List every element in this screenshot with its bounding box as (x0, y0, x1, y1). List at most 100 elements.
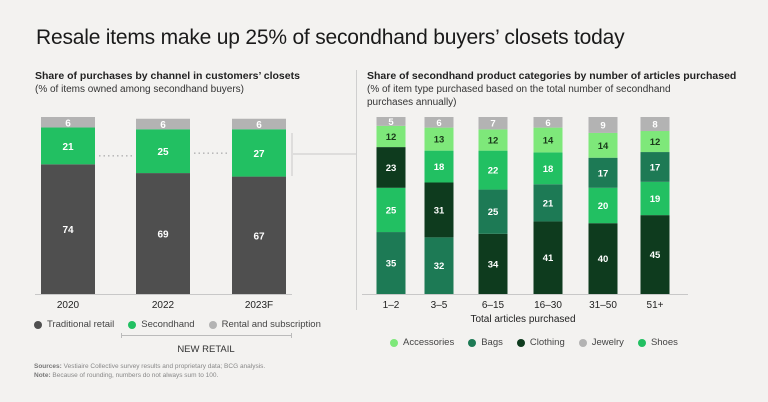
legend-item: Rental and subscription (208, 319, 321, 330)
data-label: 40 (598, 254, 609, 265)
data-label: 7 (490, 119, 495, 130)
legend-swatch (516, 338, 525, 347)
x-tick-label: 6–15 (482, 300, 505, 311)
bar-segment-clothing (588, 223, 618, 294)
data-label: 6 (545, 118, 550, 129)
bar-segment-traditional-retail (232, 176, 286, 294)
legend-item: Jewelry (578, 337, 624, 348)
data-label: 31 (434, 205, 445, 216)
bar-segment-bags (424, 237, 454, 294)
bar-segment-accessories (640, 131, 670, 153)
panel-divider (356, 70, 357, 310)
legend-label: Bags (481, 337, 503, 348)
data-label: 14 (543, 136, 554, 147)
bar-segment-rental-and-subscription (136, 118, 190, 130)
legend-label: Secondhand (141, 319, 195, 330)
bar-segment-accessories (478, 129, 508, 151)
bar-segment-shoes (478, 150, 508, 190)
new-retail-bracket: NEW RETAIL (121, 333, 292, 355)
right-chart-subheading-line2: purchases annually) (367, 97, 457, 108)
bar-segment-traditional-retail (136, 173, 190, 294)
bar-segment-clothing (478, 233, 508, 294)
footnotes: Sources: Vestiaire Collective survey res… (34, 362, 265, 380)
right-chart-heading: Share of secondhand product categories b… (367, 70, 737, 82)
left-chart-subheading: (% of items owned among secondhand buyer… (35, 84, 245, 95)
bar-segment-rental-and-subscription (232, 118, 286, 130)
data-label: 32 (434, 261, 445, 272)
x-axis-title: Total articles purchased (470, 314, 575, 325)
right-chart-subheading-line1: (% of item type purchased based on the t… (367, 84, 671, 95)
data-label: 17 (650, 162, 661, 173)
data-label: 8 (652, 120, 657, 131)
sources-line: Sources: Vestiaire Collective survey res… (34, 363, 266, 370)
bar-segment-clothing (376, 147, 406, 188)
data-label: 5 (388, 117, 394, 128)
data-label: 21 (543, 198, 554, 209)
data-label: 69 (157, 230, 169, 241)
data-label: 23 (386, 163, 397, 174)
bar-segment-rental-and-subscription (41, 117, 95, 128)
data-label: 17 (598, 168, 609, 179)
bar-segment-traditional-retail (41, 164, 95, 294)
legend-label: Traditional retail (47, 319, 115, 330)
legend-label: Shoes (650, 337, 678, 348)
data-label: 14 (598, 141, 609, 152)
x-tick-label: 16–30 (534, 300, 562, 311)
legend-swatch (208, 320, 217, 329)
left-legend: Traditional retail Secondhand Rental and s… (34, 319, 335, 330)
bar-segment-bags (376, 232, 406, 294)
data-label: 6 (256, 120, 262, 131)
x-tick-label: 3–5 (431, 300, 448, 311)
data-label: 41 (543, 253, 554, 264)
data-label: 22 (488, 166, 499, 177)
left-chart: 74 21 6 2020 69 25 6 2022 67 27 6 2023F (35, 117, 356, 311)
legend-label: Rental and subscription (221, 319, 321, 330)
bar-segment-accessories (376, 125, 406, 148)
x-tick-label: 2023F (245, 300, 273, 311)
data-label: 6 (160, 120, 166, 131)
bar-segment-bags (533, 184, 563, 222)
data-label: 13 (434, 135, 445, 146)
bar-segment-accessories (588, 132, 618, 158)
legend-label: Clothing (529, 337, 565, 348)
data-label: 18 (434, 162, 445, 173)
bar-segment-jewelry (533, 117, 563, 128)
legend-swatch (637, 338, 646, 347)
legend-swatch (128, 320, 137, 329)
data-label: 25 (157, 147, 169, 158)
right-chart-subheading: (% of item type purchased based on the t… (367, 83, 671, 109)
legend-item: Traditional retail (34, 319, 114, 330)
bar-segment-jewelry (640, 117, 670, 132)
legend-swatch (390, 338, 398, 347)
x-tick-label: 31–50 (589, 300, 617, 311)
bar-segment-bags (588, 157, 618, 188)
data-label: 27 (253, 149, 265, 160)
bar-segment-secondhand (41, 127, 95, 165)
legend-item: Secondhand (128, 319, 195, 330)
data-label: 12 (488, 136, 499, 147)
legend-item: Bags (468, 337, 503, 348)
legend-item: Accessories (390, 337, 454, 348)
bar-segment-clothing (640, 215, 670, 294)
legend-swatch (34, 320, 42, 329)
x-tick-label: 2020 (57, 300, 80, 311)
data-label: 21 (62, 142, 74, 153)
bar-segment-shoes (533, 152, 563, 185)
legend-label: Jewelry (591, 337, 624, 348)
legend-item: Shoes (637, 337, 678, 348)
new-retail-label: NEW RETAIL (177, 344, 234, 355)
data-label: 25 (386, 205, 397, 216)
legend-swatch (578, 338, 587, 347)
data-label: 25 (488, 207, 499, 218)
bar-segment-jewelry (376, 117, 406, 126)
left-chart-heading: Share of purchases by channel in custome… (35, 70, 300, 82)
right-legend: Accessories Bags Clothing Jewelry Shoes (390, 337, 692, 348)
data-label: 67 (253, 231, 265, 242)
bar-segment-accessories (424, 127, 454, 151)
bar-segment-shoes (588, 187, 618, 224)
note-line: Note: Because of rounding, numbers do no… (34, 372, 219, 379)
bar-segment-clothing (424, 182, 454, 238)
data-label: 20 (598, 201, 609, 212)
data-label: 12 (386, 132, 397, 143)
bar-segment-clothing (533, 221, 563, 294)
